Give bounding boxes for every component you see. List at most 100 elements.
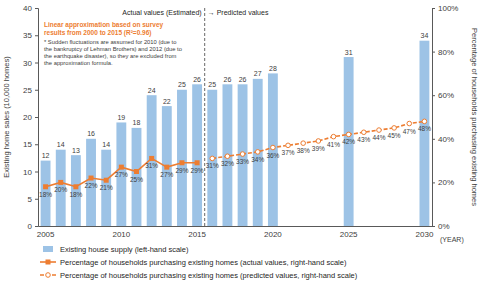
line [212,121,424,158]
y2-axis: 0% 20% 40% 60% 80% 100% [432,4,458,231]
y-tick: 25 [23,86,38,95]
bar-label: 25 [208,81,216,88]
marker [179,160,184,165]
bar [177,90,187,226]
marker [149,156,154,161]
x-tick-label: 2025 [340,230,358,239]
x-tick: 2030 [416,230,434,239]
y2-tick: 60% [432,91,454,100]
bar-label: 25 [178,81,186,88]
y2-axis-title: Percentage of households purchasing exis… [470,28,479,206]
y2-tick-mark [432,182,435,183]
bar-label: 28 [269,65,277,72]
legend-item: Existing house supply (left-hand scale) [43,245,189,254]
chart: 05101520253035400%20%40%60%80%100%200520… [0,0,480,298]
bar-label: 26 [193,76,201,83]
legend-swatch [43,246,53,252]
y2-tick-label: 20% [438,178,454,187]
bar-label: 14 [102,141,110,148]
plot-marks [41,41,430,226]
marker [392,126,397,131]
marker [104,178,109,183]
legend-label: Percentage of households purchasing exis… [60,258,347,267]
bar [268,73,278,226]
y-tick-mark [35,144,38,145]
fit-note: * Sudden fluctuations are assumed for 20… [44,39,184,66]
legend-label: Percentage of households purchasing exis… [60,271,358,280]
x-tick-label: 2015 [188,230,206,239]
marker [89,176,94,181]
marker [195,160,200,165]
y-axis-line [35,9,39,227]
point-label: 31% [145,162,158,169]
point-label: 47% [403,128,416,135]
marker [362,130,367,135]
point-label: 18% [69,191,82,198]
y2-tick-mark [432,52,435,53]
marker [255,150,260,155]
y-tick: 10 [23,168,38,177]
y-axis-title: Existing home sales (10,000 homes) [2,56,11,178]
point-label: 25% [130,176,143,183]
marker [43,184,48,189]
y-tick-label: 5 [28,195,33,204]
x-axis-line [39,226,433,227]
marker [164,165,169,170]
bar-label: 26 [239,76,247,83]
y2-tick-label: 40% [438,135,454,144]
marker [225,154,230,159]
point-label: 34% [251,156,264,163]
x-tick-label: 2005 [37,230,55,239]
point-label: 32% [221,160,234,167]
marker [134,169,139,174]
legend-item: Percentage of households purchasing exis… [40,258,347,267]
y-tick-mark [35,172,38,173]
bar [419,41,429,226]
legend: Existing house supply (left-hand scale) P… [40,245,358,280]
y-tick-mark [35,199,38,200]
marker [119,165,124,170]
y2-tick: 0% [432,222,450,231]
x-tick-label: 2020 [264,230,282,239]
y-tick-mark [35,226,38,227]
y2-tick-label: 80% [438,48,454,57]
y-tick-label: 35 [23,31,32,40]
marker [210,156,215,161]
y-tick-label: 40 [23,4,32,13]
y-tick: 20 [23,113,38,122]
marker [346,132,351,137]
legend-marker [46,260,51,265]
y2-tick: 100% [432,4,458,13]
bar-label: 18 [133,119,141,126]
point-label: 38% [297,147,310,154]
x-tick: 2020 [264,230,282,239]
bar-label: 26 [224,76,232,83]
y-tick: 15 [23,140,38,149]
point-label: 42% [342,138,355,145]
y-tick-mark [35,35,38,36]
y-tick-mark [35,117,38,118]
y-tick: 35 [23,31,38,40]
y2-tick: 80% [432,48,454,57]
y-tick-mark [35,8,38,9]
bar-label: 24 [148,87,156,94]
y2-axis-line [433,9,436,227]
y2-tick-mark [432,8,435,9]
y-tick: 30 [23,59,38,68]
point-label: 22% [85,182,98,189]
y-tick: 5 [28,195,38,204]
point-label: 33% [236,158,249,165]
bar-label: 14 [57,141,65,148]
marker [58,180,63,185]
point-label: 20% [54,186,67,193]
point-label: 27% [115,171,128,178]
y-tick-label: 15 [23,140,32,149]
y-tick-label: 0 [28,222,33,231]
y-tick-label: 20 [23,113,32,122]
y-tick-mark [35,63,38,64]
bar-label: 12 [42,152,50,159]
x-tick: 2005 [37,230,55,239]
bar [192,84,202,226]
line [46,158,198,186]
y-tick-mark [35,90,38,91]
